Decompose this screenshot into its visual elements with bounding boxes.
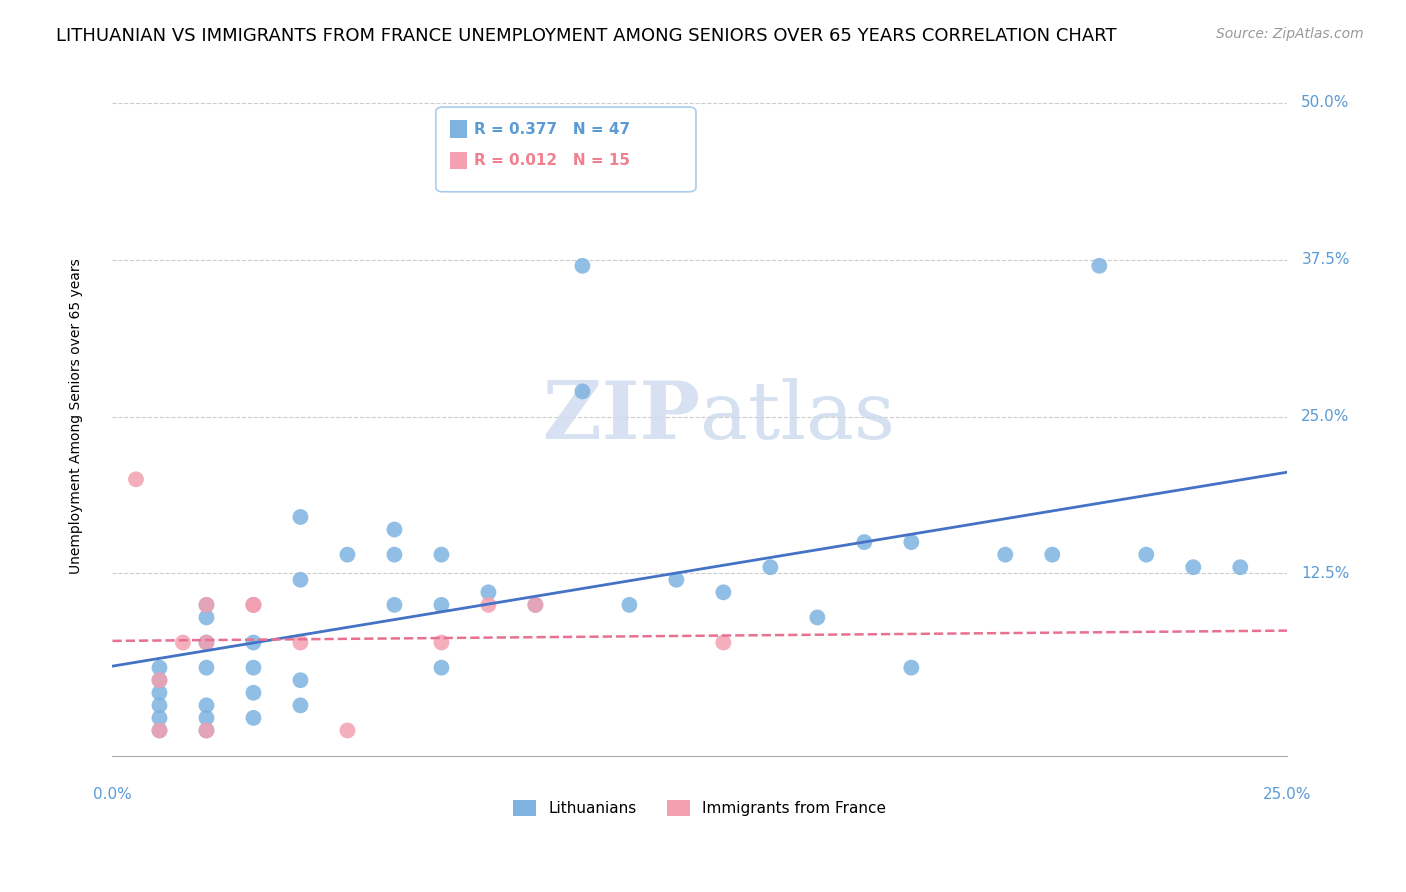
Point xyxy=(711,585,734,599)
Point xyxy=(148,723,170,738)
Point xyxy=(900,535,922,549)
Point xyxy=(242,635,264,649)
Point xyxy=(195,635,218,649)
Point xyxy=(125,472,148,486)
Point xyxy=(1229,560,1251,574)
Point xyxy=(148,673,170,688)
Point xyxy=(242,660,264,674)
Point xyxy=(524,598,547,612)
Point xyxy=(477,598,499,612)
Text: 25.0%: 25.0% xyxy=(1302,409,1350,424)
Point xyxy=(430,598,453,612)
Point xyxy=(290,673,312,688)
Point xyxy=(571,384,593,399)
Point xyxy=(571,259,593,273)
Point xyxy=(195,698,218,713)
Text: 25.0%: 25.0% xyxy=(1263,787,1312,802)
Point xyxy=(242,686,264,700)
Point xyxy=(384,523,406,537)
Point xyxy=(148,686,170,700)
Point xyxy=(430,660,453,674)
Point xyxy=(148,711,170,725)
Text: 0.0%: 0.0% xyxy=(93,787,132,802)
Point xyxy=(195,635,218,649)
Text: R = 0.012   N = 15: R = 0.012 N = 15 xyxy=(474,153,630,168)
Text: R = 0.377   N = 47: R = 0.377 N = 47 xyxy=(474,122,630,136)
Point xyxy=(242,598,264,612)
Legend: Lithuanians, Immigrants from France: Lithuanians, Immigrants from France xyxy=(508,794,893,822)
Text: 12.5%: 12.5% xyxy=(1302,566,1350,581)
Text: ZIP: ZIP xyxy=(543,377,700,456)
Point xyxy=(1182,560,1205,574)
Point xyxy=(430,548,453,562)
Point xyxy=(290,698,312,713)
Point xyxy=(759,560,782,574)
Point xyxy=(384,548,406,562)
Point xyxy=(195,610,218,624)
Point xyxy=(853,535,876,549)
Text: atlas: atlas xyxy=(700,377,896,456)
Point xyxy=(336,723,359,738)
Point xyxy=(994,548,1017,562)
Text: 50.0%: 50.0% xyxy=(1302,95,1350,110)
Point xyxy=(711,635,734,649)
Point xyxy=(806,610,828,624)
Point xyxy=(148,723,170,738)
Point xyxy=(477,585,499,599)
Point xyxy=(148,673,170,688)
Point xyxy=(900,660,922,674)
Point xyxy=(195,711,218,725)
Text: Source: ZipAtlas.com: Source: ZipAtlas.com xyxy=(1216,27,1364,41)
Point xyxy=(1088,259,1111,273)
Point xyxy=(1040,548,1063,562)
Point xyxy=(148,660,170,674)
Point xyxy=(172,635,194,649)
Text: LITHUANIAN VS IMMIGRANTS FROM FRANCE UNEMPLOYMENT AMONG SENIORS OVER 65 YEARS CO: LITHUANIAN VS IMMIGRANTS FROM FRANCE UNE… xyxy=(56,27,1116,45)
Text: Unemployment Among Seniors over 65 years: Unemployment Among Seniors over 65 years xyxy=(69,259,83,574)
Point xyxy=(242,598,264,612)
Point xyxy=(195,598,218,612)
Text: 37.5%: 37.5% xyxy=(1302,252,1350,267)
Point xyxy=(524,598,547,612)
Point xyxy=(619,598,641,612)
Point xyxy=(242,711,264,725)
Point xyxy=(195,723,218,738)
Point xyxy=(290,573,312,587)
Point xyxy=(242,598,264,612)
Point xyxy=(290,510,312,524)
Point xyxy=(1135,548,1157,562)
Point xyxy=(195,598,218,612)
Point xyxy=(195,660,218,674)
Point xyxy=(195,723,218,738)
Point xyxy=(384,598,406,612)
Point xyxy=(336,548,359,562)
Point xyxy=(148,698,170,713)
Point xyxy=(430,635,453,649)
Point xyxy=(290,635,312,649)
Point xyxy=(665,573,688,587)
